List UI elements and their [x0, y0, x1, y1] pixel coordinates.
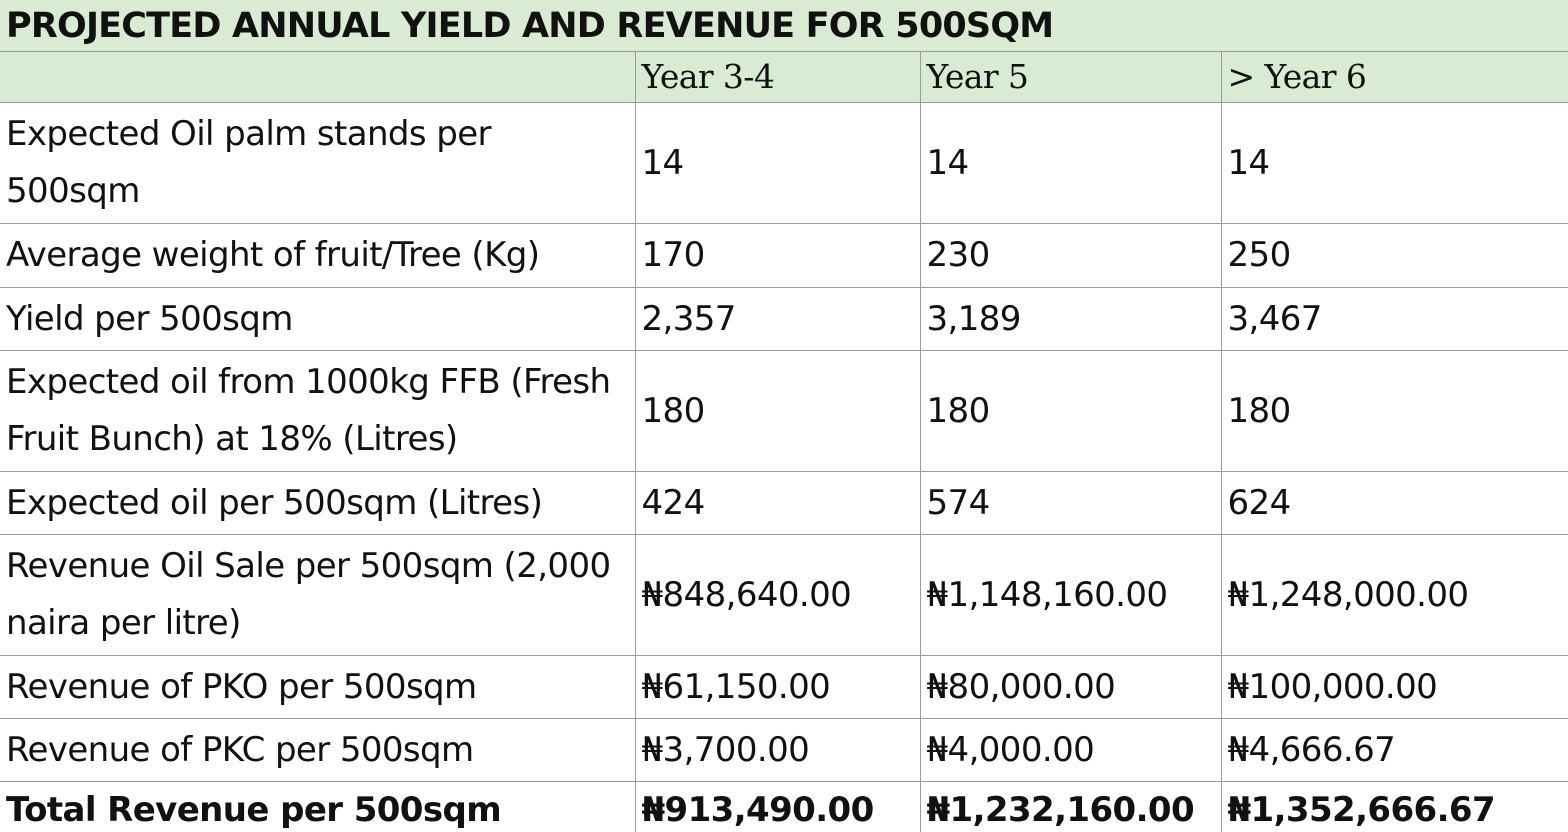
cell-value[interactable]: 2,357	[634, 287, 921, 351]
cell-value[interactable]: 624	[1220, 471, 1568, 535]
row-label-revenue-oil-sale[interactable]: Revenue Oil Sale per 500sqm (2,000 naira…	[0, 534, 636, 656]
cell-value[interactable]: ₦61,150.00	[634, 655, 921, 719]
header-cell-year-5[interactable]: Year 5	[919, 52, 1222, 103]
cell-value[interactable]: ₦1,248,000.00	[1220, 534, 1568, 656]
cell-value[interactable]: 180	[919, 350, 1222, 472]
row-label-expected-oil-per-500sqm[interactable]: Expected oil per 500sqm (Litres)	[0, 471, 636, 535]
cell-value[interactable]: 14	[919, 102, 1222, 224]
cell-value[interactable]: ₦1,148,160.00	[919, 534, 1222, 656]
header-cell-label[interactable]	[0, 52, 636, 103]
header-row: Year 3-4 Year 5 > Year 6	[0, 52, 1568, 103]
cell-value[interactable]: ₦100,000.00	[1220, 655, 1568, 719]
table-row: Expected oil per 500sqm (Litres) 424 574…	[0, 471, 1568, 535]
header-cell-year-6-plus[interactable]: > Year 6	[1220, 52, 1568, 103]
cell-value[interactable]: ₦848,640.00	[634, 534, 921, 656]
total-row: Total Revenue per 500sqm ₦913,490.00 ₦1,…	[0, 781, 1568, 832]
row-label-expected-oil-ffb[interactable]: Expected oil from 1000kg FFB (Fresh Frui…	[0, 350, 636, 472]
cell-value[interactable]: 170	[634, 223, 921, 288]
cell-value[interactable]: ₦4,000.00	[919, 718, 1222, 782]
row-label-total-revenue[interactable]: Total Revenue per 500sqm	[0, 781, 636, 832]
cell-value[interactable]: ₦80,000.00	[919, 655, 1222, 719]
cell-value[interactable]: ₦4,666.67	[1220, 718, 1568, 782]
cell-value[interactable]: 14	[634, 102, 921, 224]
cell-value[interactable]: ₦1,232,160.00	[919, 781, 1222, 832]
table-row: Revenue Oil Sale per 500sqm (2,000 naira…	[0, 534, 1568, 656]
row-label-yield[interactable]: Yield per 500sqm	[0, 287, 636, 351]
cell-value[interactable]: 574	[919, 471, 1222, 535]
header-cell-year-3-4[interactable]: Year 3-4	[634, 52, 921, 103]
row-label-oil-palm-stands[interactable]: Expected Oil palm stands per 500sqm	[0, 102, 636, 224]
cell-value[interactable]: ₦1,352,666.67	[1220, 781, 1568, 832]
table-row: Expected oil from 1000kg FFB (Fresh Frui…	[0, 350, 1568, 472]
table-row: Expected Oil palm stands per 500sqm 14 1…	[0, 102, 1568, 224]
table-row: Revenue of PKO per 500sqm ₦61,150.00 ₦80…	[0, 655, 1568, 719]
cell-value[interactable]: 180	[634, 350, 921, 472]
row-label-revenue-pko[interactable]: Revenue of PKO per 500sqm	[0, 655, 636, 719]
table-row: Average weight of fruit/Tree (Kg) 170 23…	[0, 223, 1568, 288]
table-row: Yield per 500sqm 2,357 3,189 3,467	[0, 287, 1568, 351]
row-label-revenue-pkc[interactable]: Revenue of PKC per 500sqm	[0, 718, 636, 782]
row-label-average-weight[interactable]: Average weight of fruit/Tree (Kg)	[0, 223, 636, 288]
table-row: Revenue of PKC per 500sqm ₦3,700.00 ₦4,0…	[0, 718, 1568, 782]
cell-value[interactable]: ₦913,490.00	[634, 781, 921, 832]
sheet-title: PROJECTED ANNUAL YIELD AND REVENUE FOR 5…	[6, 6, 1054, 46]
title-bar: PROJECTED ANNUAL YIELD AND REVENUE FOR 5…	[0, 0, 1568, 52]
cell-value[interactable]: 3,189	[919, 287, 1222, 351]
cell-value[interactable]: 424	[634, 471, 921, 535]
cell-value[interactable]: ₦3,700.00	[634, 718, 921, 782]
cell-value[interactable]: 3,467	[1220, 287, 1568, 351]
cell-value[interactable]: 14	[1220, 102, 1568, 224]
cell-value[interactable]: 180	[1220, 350, 1568, 472]
cell-value[interactable]: 250	[1220, 223, 1568, 288]
cell-value[interactable]: 230	[919, 223, 1222, 288]
yield-revenue-table: Year 3-4 Year 5 > Year 6 Expected Oil pa…	[0, 52, 1568, 832]
